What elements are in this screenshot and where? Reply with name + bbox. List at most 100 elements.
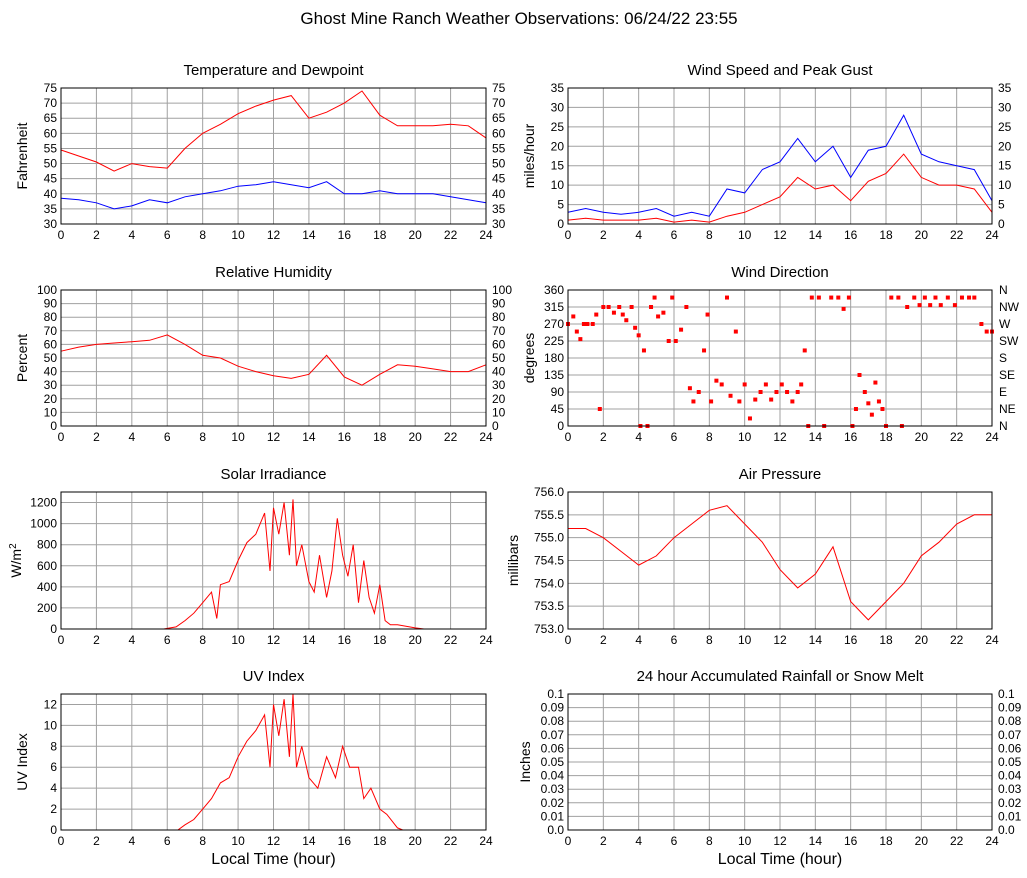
data-point: [733, 329, 738, 334]
x-tick-label: 20: [408, 633, 422, 647]
x-tick-label: 8: [706, 834, 713, 848]
y-tick-label-right: 0.1: [998, 687, 1015, 701]
y-tick-label: 10: [44, 405, 58, 419]
y-tick-label: 225: [544, 334, 564, 348]
y-tick-label: 315: [544, 300, 564, 314]
data-point: [917, 303, 922, 308]
data-point: [763, 382, 768, 387]
y-tick-label: 0.03: [541, 782, 565, 796]
y-tick-label-right: SE: [999, 368, 1015, 382]
y-tick-label: 0.08: [541, 714, 565, 728]
x-tick-label: 22: [444, 228, 458, 242]
x-tick-label: 20: [915, 633, 929, 647]
x-tick-label: 18: [373, 430, 387, 444]
data-point: [984, 329, 989, 334]
x-tick-label: 10: [738, 633, 752, 647]
y-tick-label: 0.06: [541, 741, 565, 755]
x-tick-label: 20: [408, 228, 422, 242]
y-tick-label: 75: [44, 81, 58, 95]
x-tick-label: 8: [199, 430, 206, 444]
x-tick-label: 24: [985, 633, 999, 647]
x-tick-label: 10: [231, 834, 245, 848]
plot-frame: [567, 87, 993, 225]
y-tick-label-right: 45: [492, 172, 506, 186]
x-tick-label: 12: [773, 430, 787, 444]
page-title: Ghost Mine Ranch Weather Observations: 0…: [300, 9, 737, 28]
x-tick-label: 0: [565, 633, 572, 647]
x-tick-label: 4: [128, 834, 135, 848]
plot-frame: [60, 87, 487, 225]
data-point: [790, 399, 795, 404]
x-tick-label: 24: [985, 834, 999, 848]
y-tick-label-right: 40: [492, 187, 506, 201]
x-tick-label: 12: [267, 430, 281, 444]
data-point: [687, 386, 692, 391]
data-point: [809, 295, 814, 300]
x-tick-label: 8: [199, 633, 206, 647]
x-tick-label: 14: [302, 633, 316, 647]
series-line-blue: [60, 181, 487, 210]
y-tick-label-right: 40: [492, 365, 506, 379]
x-tick-label: 4: [635, 228, 642, 242]
y-tick-label-right: NE: [999, 402, 1016, 416]
plot-frame: [567, 693, 993, 831]
data-point: [606, 305, 611, 309]
y-tick-label: 30: [44, 378, 58, 392]
y-tick-label-right: N: [999, 283, 1008, 297]
x-tick-label: 18: [373, 633, 387, 647]
y-tick-label: 0: [50, 622, 57, 636]
x-tick-label: 10: [231, 430, 245, 444]
x-tick-label: 18: [879, 430, 893, 444]
x-tick-label: 4: [128, 228, 135, 242]
x-tick-label: 14: [809, 430, 823, 444]
y-tick-label: 70: [44, 324, 58, 338]
x-tick-label: 20: [408, 834, 422, 848]
y-tick-label: 70: [44, 96, 58, 110]
y-tick-label: 0.1: [547, 687, 564, 701]
data-point: [656, 314, 661, 319]
x-tick-label: 10: [738, 430, 752, 444]
x-tick-label: 4: [635, 430, 642, 444]
x-tick-label: 2: [600, 834, 607, 848]
data-point: [959, 295, 964, 300]
data-point: [889, 295, 894, 300]
x-tick-label: 16: [844, 834, 858, 848]
data-point: [641, 348, 646, 353]
series-line-red: [61, 499, 486, 630]
y-tick-label-right: 30: [998, 100, 1012, 114]
series-line-red: [60, 90, 487, 172]
y-tick-label: 10: [44, 718, 58, 732]
y-tick-label-right: 65: [492, 111, 506, 125]
data-point: [633, 325, 638, 330]
y-tick-label: 20: [551, 139, 565, 153]
y-tick-label: 0.01: [541, 809, 565, 823]
x-tick-label: 24: [479, 430, 493, 444]
x-tick-label: 8: [199, 228, 206, 242]
data-point: [611, 310, 616, 315]
data-point: [705, 312, 710, 317]
y-tick-label-right: 55: [492, 141, 506, 155]
y-tick-label-right: 30: [492, 378, 506, 392]
x-tick-label: 14: [302, 430, 316, 444]
x-tick-label: 8: [199, 834, 206, 848]
x-tick-label: 16: [338, 430, 352, 444]
y-tick-label-right: NW: [999, 300, 1020, 314]
data-point: [779, 382, 784, 387]
y-tick-label-right: SW: [999, 334, 1019, 348]
x-tick-label: 10: [738, 228, 752, 242]
y-tick-label: 755.0: [534, 531, 564, 545]
data-point: [802, 348, 807, 353]
data-point: [666, 339, 671, 343]
y-tick-label: 0: [50, 419, 57, 433]
x-tick-label: 12: [773, 228, 787, 242]
y-axis-label: degrees: [521, 333, 537, 384]
x-tick-label: 6: [164, 430, 171, 444]
x-tick-label: 4: [635, 633, 642, 647]
x-axis-label: Local Time (hour): [211, 851, 336, 868]
y-tick-label: 12: [44, 697, 58, 711]
y-tick-label: 50: [44, 351, 58, 365]
y-tick-label-right: 70: [492, 324, 506, 338]
